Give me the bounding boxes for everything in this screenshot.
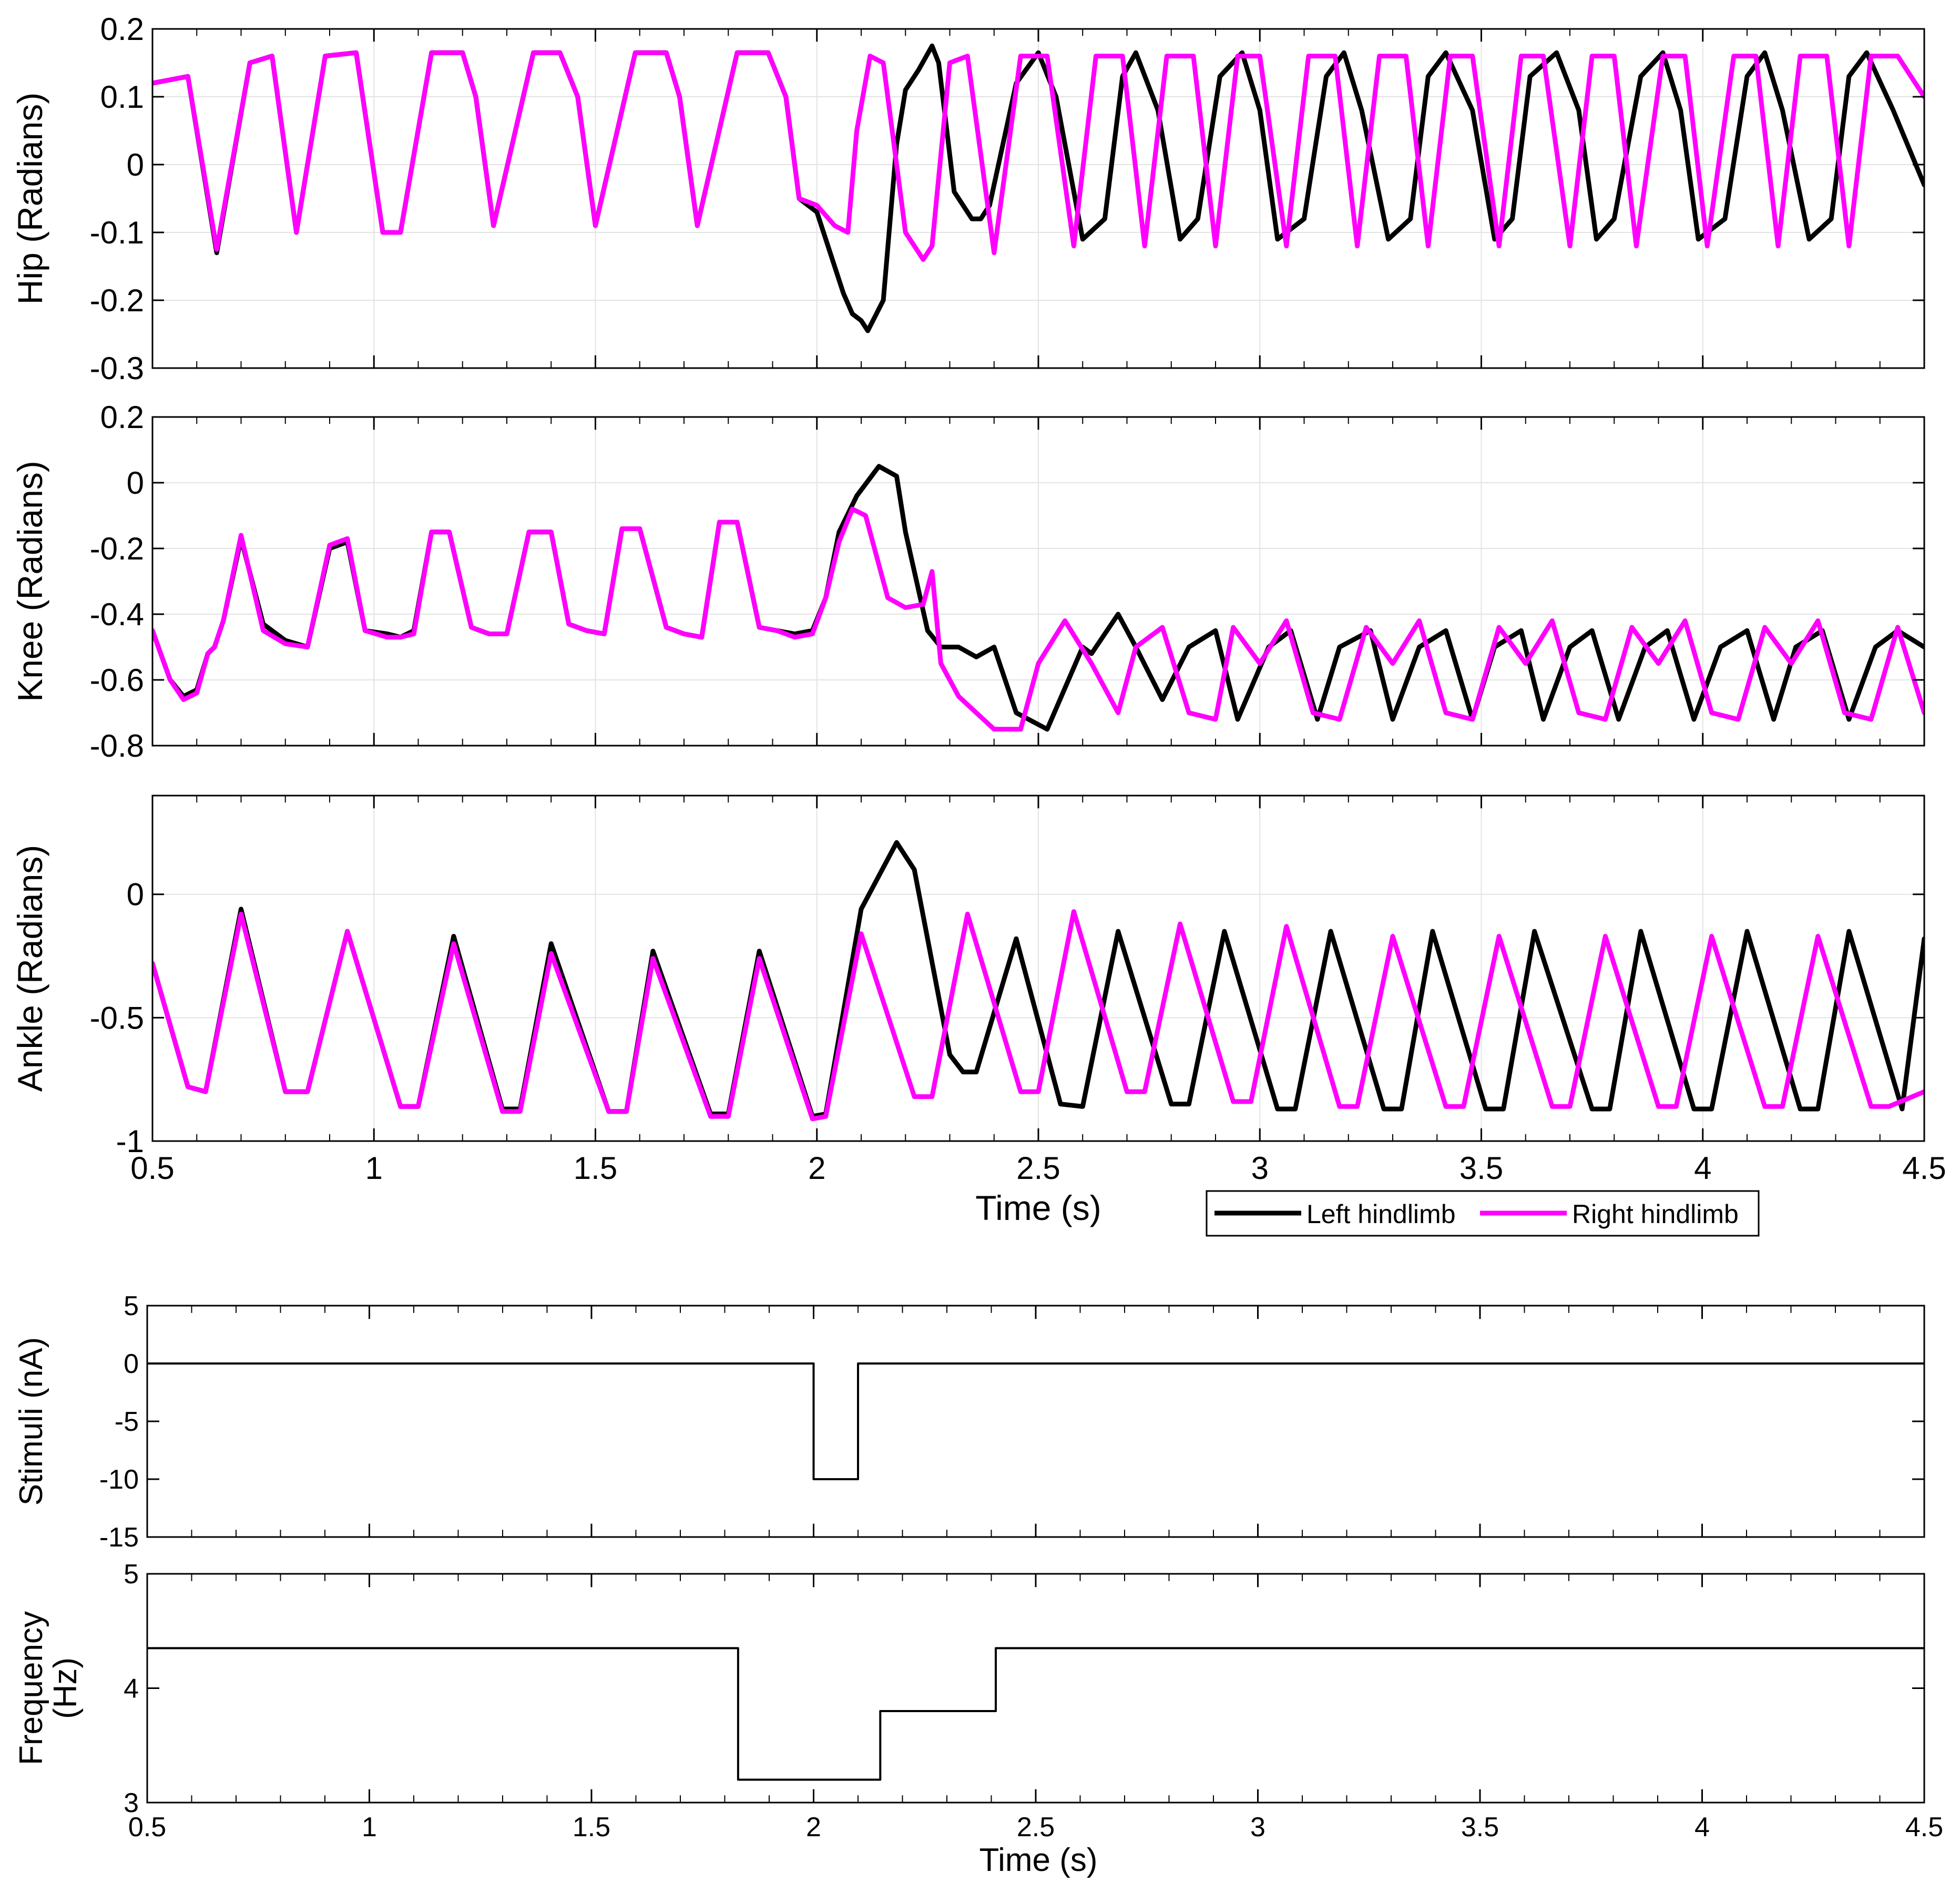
series-group (152, 464, 1924, 732)
x-tick-label: 2.5 (1016, 1151, 1060, 1186)
series-line-frequency-0 (147, 1647, 1924, 1781)
x-tick-label: 0.5 (130, 1151, 174, 1186)
panel-stimuli: -15 -10 -5 0 5 Stimuli (nA) (13, 1291, 1925, 1553)
y-tick-label: 0.2 (100, 400, 144, 435)
series-group (152, 840, 1924, 1122)
y-tick-label: -10 (99, 1464, 139, 1495)
y-tick-label: 5 (124, 1291, 139, 1321)
y-tick-label: -15 (99, 1522, 139, 1553)
y-tick-label: 0 (127, 465, 144, 501)
y-tick-label: -0.4 (90, 597, 144, 632)
y-tick-label: 3 (124, 1788, 139, 1818)
legend-label-left-hindlimb: Left hindlimb (1306, 1199, 1456, 1229)
y-tick-label: 0 (124, 1349, 139, 1379)
y-tick-label: -5 (115, 1407, 139, 1437)
y-tick-label: -0.3 (90, 351, 144, 386)
x-tick-label: 4.5 (1905, 1812, 1943, 1843)
y-tick-label: 4 (124, 1674, 139, 1704)
x-tick-label: 4 (1694, 1812, 1710, 1843)
y-tick-label: -0.2 (90, 531, 144, 566)
y-tick-label: -1 (116, 1124, 144, 1159)
x-axis-label: Time (s) (979, 1842, 1098, 1878)
plot-area (147, 1306, 1924, 1537)
series-group (152, 43, 1924, 333)
panel-knee: -0.8 -0.6 -0.4 -0.2 0 0.2 Knee (Radians) (11, 400, 1925, 764)
y-tick-label: 5 (124, 1559, 139, 1590)
y-tick-label: -0.1 (90, 215, 144, 250)
x-tick-label: 3 (1251, 1151, 1269, 1186)
x-tick-label: 3 (1250, 1812, 1265, 1843)
y-tick-label: 0 (127, 147, 144, 182)
y-tick-label: 0 (127, 877, 144, 912)
x-tick-label: 4.5 (1902, 1151, 1946, 1186)
y-tick-label: 0.1 (100, 79, 144, 115)
x-tick-label: 2 (806, 1812, 821, 1843)
panel-frequency: 3 4 5 0.5 1 1.5 2 2.5 3 3.5 4 4.5 Time (s) Frequency(… (13, 1559, 1943, 1878)
x-tick-label: 3.5 (1461, 1812, 1499, 1843)
y-tick-label: 0.2 (100, 12, 144, 47)
x-tick-label: 3.5 (1459, 1151, 1503, 1186)
y-tick-label: -0.6 (90, 663, 144, 698)
series-group (147, 1647, 1924, 1781)
series-group (147, 1362, 1924, 1480)
legend-label-right-hindlimb: Right hindlimb (1572, 1199, 1739, 1229)
y-tick-label: -0.2 (90, 283, 144, 318)
x-axis-label: Time (s) (975, 1188, 1101, 1227)
chart-panels: -0.3 -0.2 -0.1 0 0.1 0.2 Hip (Radians) -0.8 -0.6… (11, 12, 1946, 1878)
y-tick-label: -0.8 (90, 728, 144, 764)
x-tick-label: 2 (808, 1151, 825, 1186)
y-tick-label: -0.5 (90, 1000, 144, 1035)
x-tick-label: 4 (1694, 1151, 1711, 1186)
plot-area (147, 1574, 1924, 1803)
y-axis-label: Frequency(Hz) (13, 1611, 84, 1765)
series-line-knee-right-hindlimb (152, 506, 1924, 732)
y-axis-label: Stimuli (nA) (13, 1337, 49, 1505)
panel-ankle: -1 -0.5 0 0.5 1 1.5 2 2.5 3 3.5 4 4.5 Time (s) Ankle … (11, 795, 1946, 1227)
x-tick-label: 1 (365, 1151, 383, 1186)
legend: Left hindlimb Right hindlimb (1206, 1190, 1760, 1237)
series-line-stimuli-0 (147, 1362, 1924, 1480)
x-tick-label: 1.5 (574, 1151, 617, 1186)
series-line-ankle-right-hindlimb (152, 909, 1924, 1122)
series-line-hip-right-hindlimb (152, 50, 1924, 262)
x-tick-label: 2.5 (1017, 1812, 1055, 1843)
x-tick-label: 0.5 (128, 1812, 166, 1843)
y-axis-label: Knee (Radians) (11, 461, 49, 702)
x-tick-label: 1 (362, 1812, 377, 1843)
y-axis-label: Hip (Radians) (11, 93, 49, 304)
y-axis-label: Ankle (Radians) (11, 845, 49, 1092)
panel-hip: -0.3 -0.2 -0.1 0 0.1 0.2 Hip (Radians) (11, 12, 1925, 386)
x-tick-label: 1.5 (573, 1812, 610, 1843)
